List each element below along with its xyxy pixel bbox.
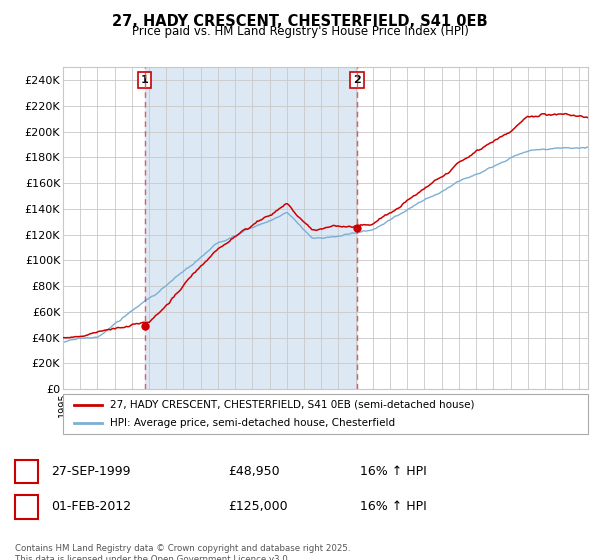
Text: 16% ↑ HPI: 16% ↑ HPI xyxy=(360,500,427,514)
Text: 1: 1 xyxy=(22,465,31,478)
Text: 2: 2 xyxy=(22,500,31,514)
Bar xyxy=(145,67,357,389)
Text: 1: 1 xyxy=(141,75,148,85)
Text: £125,000: £125,000 xyxy=(228,500,287,514)
Text: 16% ↑ HPI: 16% ↑ HPI xyxy=(360,465,427,478)
Text: Contains HM Land Registry data © Crown copyright and database right 2025.
This d: Contains HM Land Registry data © Crown c… xyxy=(15,544,350,560)
Text: 2: 2 xyxy=(353,75,361,85)
Text: HPI: Average price, semi-detached house, Chesterfield: HPI: Average price, semi-detached house,… xyxy=(110,418,395,428)
Text: 27-SEP-1999: 27-SEP-1999 xyxy=(51,465,131,478)
Text: £48,950: £48,950 xyxy=(228,465,280,478)
Text: 27, HADY CRESCENT, CHESTERFIELD, S41 0EB: 27, HADY CRESCENT, CHESTERFIELD, S41 0EB xyxy=(112,14,488,29)
Text: 01-FEB-2012: 01-FEB-2012 xyxy=(51,500,131,514)
Text: 27, HADY CRESCENT, CHESTERFIELD, S41 0EB (semi-detached house): 27, HADY CRESCENT, CHESTERFIELD, S41 0EB… xyxy=(110,400,475,409)
Text: Price paid vs. HM Land Registry's House Price Index (HPI): Price paid vs. HM Land Registry's House … xyxy=(131,25,469,38)
